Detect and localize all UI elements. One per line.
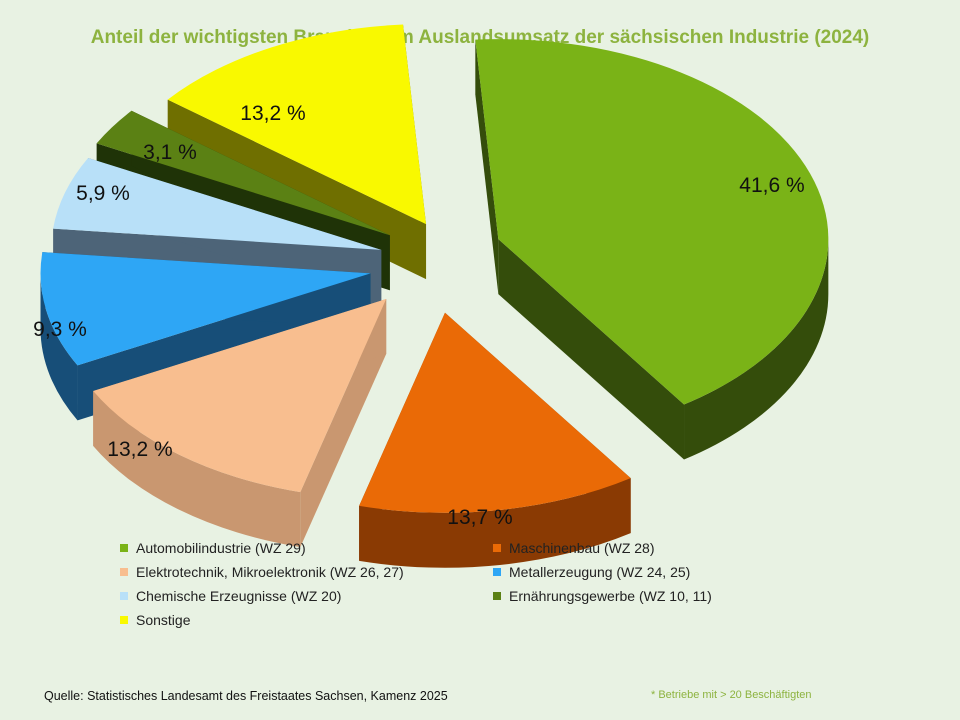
data-label-3: 9,3 %	[33, 318, 87, 341]
slice-wall-0-1	[498, 239, 685, 460]
legend-swatch-4	[120, 592, 128, 600]
legend-label-1: Maschinenbau (WZ 28)	[509, 540, 655, 556]
legend-label-3: Metallerzeugung (WZ 24, 25)	[509, 564, 691, 580]
slice-rim-2-0	[93, 391, 301, 548]
slice-top-5	[96, 110, 390, 236]
legend-item-4: Chemische Erzeugnisse (WZ 20)	[120, 588, 341, 604]
slice-top-0	[475, 39, 829, 405]
slice-rim-1-0	[359, 478, 631, 568]
legend-label-4: Chemische Erzeugnisse (WZ 20)	[136, 588, 342, 604]
source-note: Quelle: Statistisches Landesamt des Frei…	[44, 689, 448, 703]
chart-title: Anteil der wichtigsten Branchen am Ausla…	[90, 27, 870, 48]
slice-top-4	[53, 158, 382, 250]
slice-top-3	[40, 252, 371, 366]
data-label-2: 13,2 %	[107, 438, 172, 461]
slice-top-1	[359, 312, 631, 513]
data-label-0: 41,6 %	[739, 174, 804, 197]
legend-swatch-2	[120, 568, 128, 576]
legend-item-6: Sonstige	[120, 612, 190, 628]
legend-label-0: Automobilindustrie (WZ 29)	[136, 540, 306, 556]
pie-slice-2	[93, 299, 387, 548]
legend-item-1: Maschinenbau (WZ 28)	[493, 540, 655, 556]
data-label-6: 13,2 %	[240, 102, 305, 125]
pie-slice-0	[475, 39, 829, 460]
legend-swatch-5	[493, 592, 501, 600]
legend-swatch-6	[120, 616, 128, 624]
slice-wall-2-0	[300, 299, 387, 548]
legend-label-5: Ernährungsgewerbe (WZ 10, 11)	[509, 588, 712, 604]
data-label-1: 13,7 %	[447, 506, 512, 529]
data-label-4: 5,9 %	[76, 182, 130, 205]
slice-rim-0-0	[684, 239, 829, 460]
pie-slice-1	[359, 312, 631, 568]
footnote: * Betriebe mit > 20 Beschäftigten	[651, 689, 812, 701]
legend-label-6: Sonstige	[136, 612, 191, 628]
data-label-5: 3,1 %	[143, 141, 197, 164]
slice-top-2	[93, 299, 387, 493]
legend-item-2: Elektrotechnik, Mikroelektronik (WZ 26, …	[120, 564, 404, 580]
legend-swatch-1	[493, 544, 501, 552]
legend-swatch-3	[493, 568, 501, 576]
legend-item-0: Automobilindustrie (WZ 29)	[120, 540, 306, 556]
legend-item-5: Ernährungsgewerbe (WZ 10, 11)	[493, 588, 712, 604]
legend-label-2: Elektrotechnik, Mikroelektronik (WZ 26, …	[136, 564, 404, 580]
slice-wall-0-0	[475, 39, 499, 295]
legend-swatch-0	[120, 544, 128, 552]
legend-item-3: Metallerzeugung (WZ 24, 25)	[493, 564, 690, 580]
slice-rim-3-0	[40, 273, 78, 421]
slice-top-6	[167, 24, 427, 225]
